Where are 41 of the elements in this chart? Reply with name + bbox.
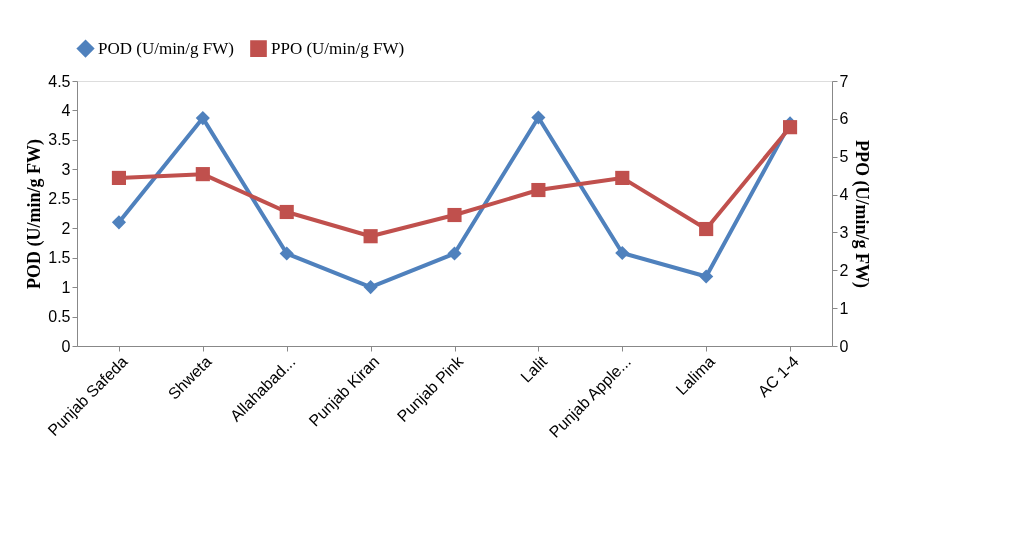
x-tick-label: Lalit [517, 352, 551, 386]
y-tick-label: 3.5 [48, 131, 71, 149]
y2-tick-label: 6 [839, 110, 849, 128]
point [111, 215, 127, 230]
legend-label: POD (U/min/g FW) [98, 38, 234, 58]
y-tick-label: 4.5 [48, 72, 71, 90]
point [615, 170, 630, 185]
y-axis-title: POD (U/min/g FW) [24, 139, 46, 289]
point [615, 245, 630, 261]
y2-tick-label: 0 [839, 337, 849, 355]
y2-tick-label: 1 [839, 299, 849, 317]
y-tick-label: 0 [61, 337, 71, 355]
y2-tick-label: 5 [839, 148, 849, 166]
point [447, 246, 462, 261]
point [699, 269, 714, 284]
point [447, 207, 462, 223]
y-tick-label: 2.5 [48, 190, 71, 208]
point [363, 280, 378, 295]
point [111, 170, 127, 185]
y-tick-label: 1 [61, 278, 71, 296]
y2-tick-label: 4 [839, 186, 849, 204]
y2-tick-label: 7 [839, 72, 849, 90]
point [279, 246, 294, 261]
y2-tick-label: 2 [839, 261, 849, 279]
point [699, 221, 714, 237]
y-tick-label: 4 [61, 101, 71, 119]
y-tick-label: 2 [61, 219, 71, 237]
point [279, 204, 294, 220]
y-tick-label: 1.5 [48, 249, 71, 267]
point [195, 167, 210, 182]
y-tick-label: 0.5 [48, 308, 71, 326]
y2-axis-title: PPO (U/min/g FW) [851, 140, 873, 288]
y2-tick-label: 3 [839, 223, 849, 241]
legend-label: PPO (U/min/g FW) [271, 38, 405, 58]
point [531, 110, 546, 125]
point [195, 111, 210, 126]
point [363, 229, 378, 244]
point [782, 120, 798, 135]
x-tick-label: AC 1-4 [754, 352, 802, 401]
y-tick-label: 3 [61, 160, 71, 178]
point [531, 182, 546, 198]
